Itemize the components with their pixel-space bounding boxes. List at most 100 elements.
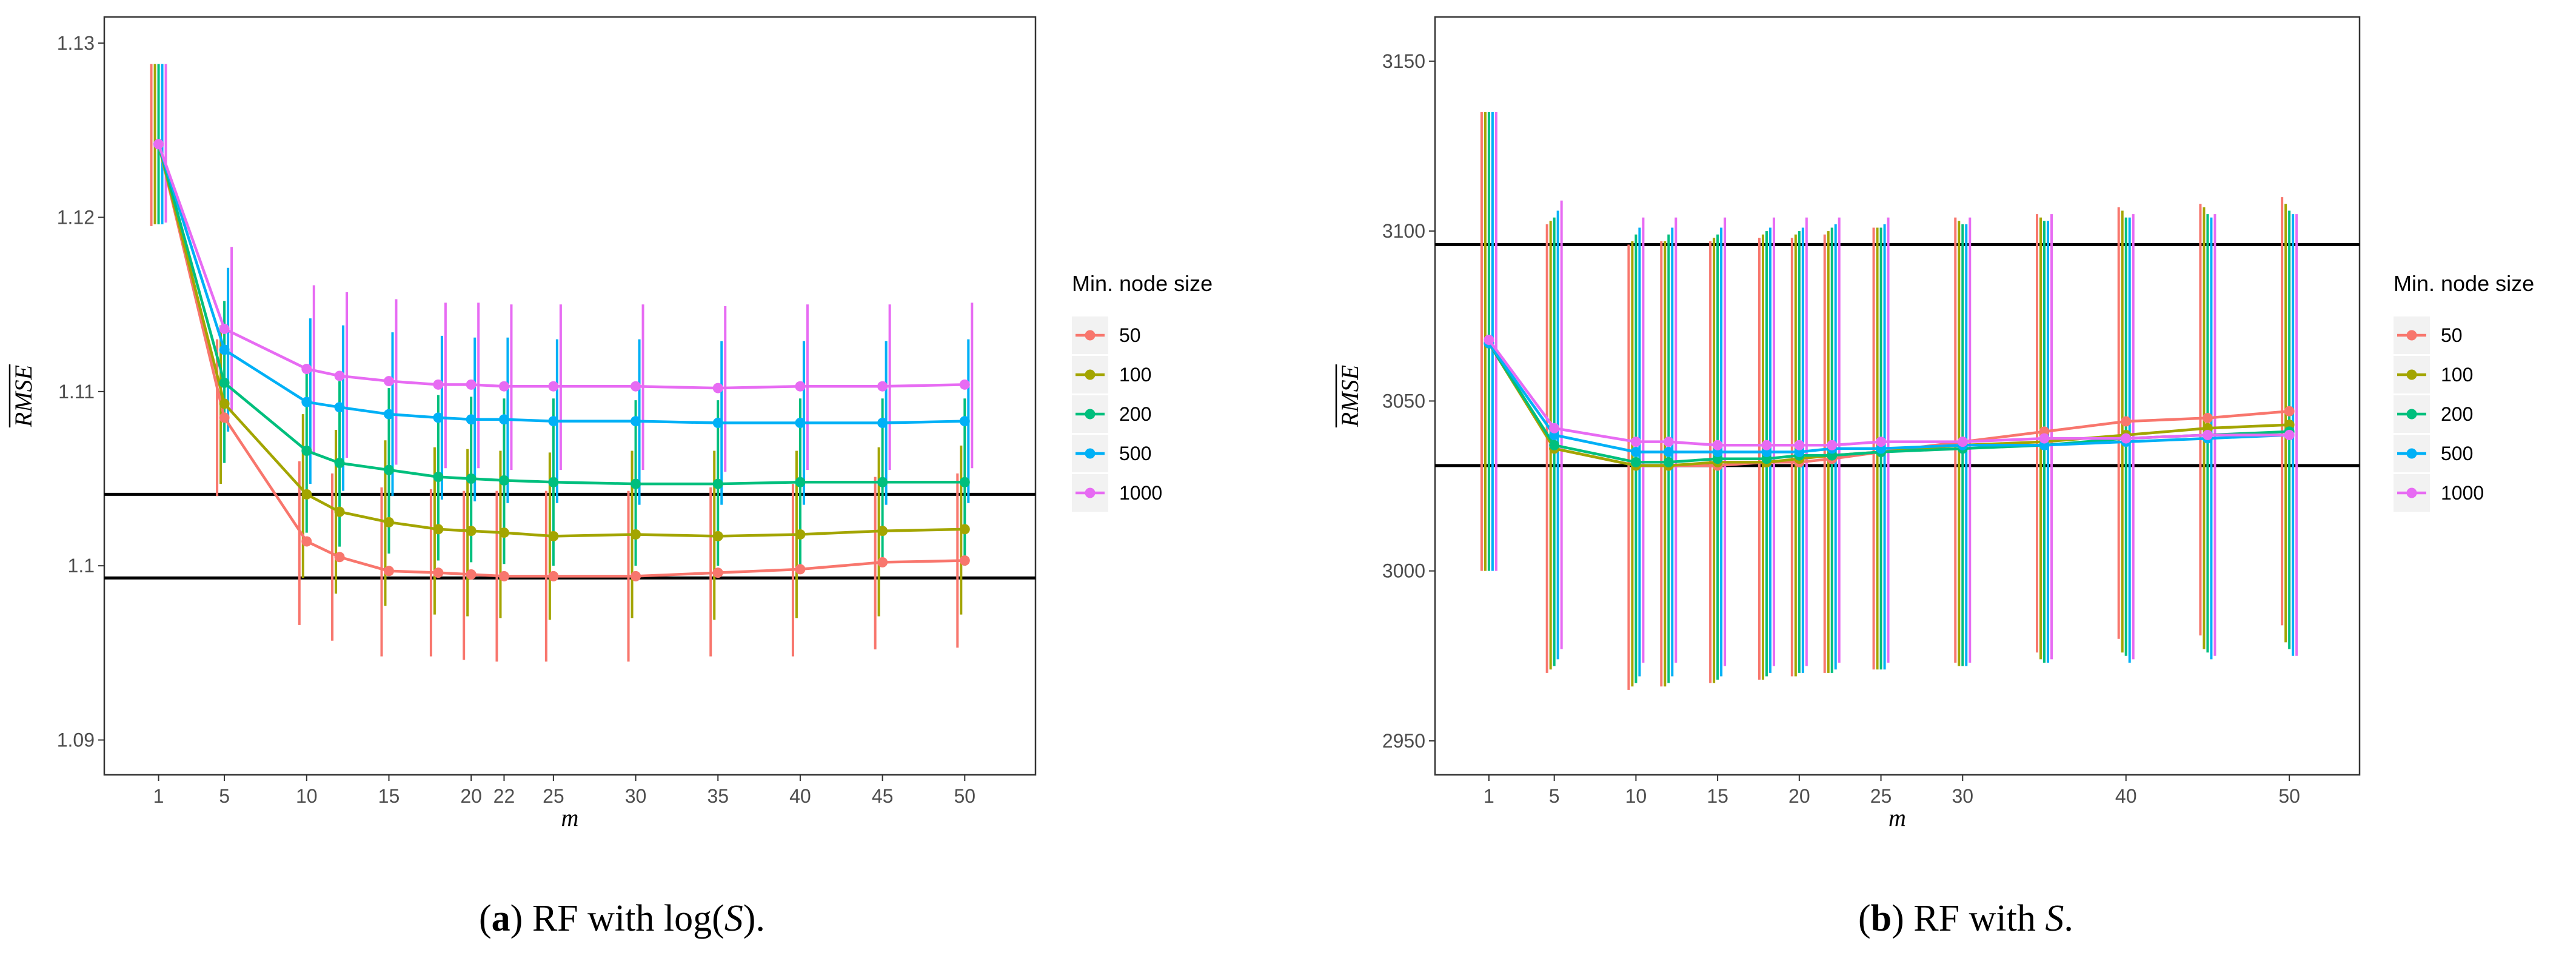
x-tick-label: 40 [2115,785,2137,807]
data-point-50 [548,571,559,581]
x-tick-label: 30 [1952,785,1973,807]
data-point-50 [631,571,641,581]
y-axis-label: RMSE [1336,365,1363,427]
data-point-200 [1549,440,1560,450]
data-point-500 [1663,446,1674,457]
x-tick-label: 25 [543,785,564,807]
y-tick-label: 3100 [1382,220,1425,242]
data-point-50 [877,557,888,567]
y-axis-label-group: RMSE [1335,364,1363,427]
data-point-200 [1663,457,1674,467]
legend-label: 100 [2441,364,2473,386]
data-point-500 [383,409,394,420]
y-tick-label: 1.09 [57,729,95,751]
data-point-1000 [1630,437,1641,447]
x-tick-label: 30 [625,785,647,807]
y-tick-label: 1.13 [57,32,95,54]
data-point-200 [334,458,345,469]
data-point-1000 [301,363,312,374]
data-point-100 [466,526,477,537]
series-line-200 [157,144,965,486]
data-point-1000 [1957,437,1968,447]
legend-key-point [2406,487,2417,498]
series-line-100 [1488,342,2290,467]
data-point-1000 [1761,440,1772,450]
data-point-500 [1630,446,1641,457]
data-point-100 [219,398,230,409]
series-line-1000 [157,144,965,390]
data-point-1000 [712,383,723,393]
x-tick-label: 22 [493,785,515,807]
y-tick-label: 2950 [1382,730,1425,752]
legend-title: Min. node size [2394,271,2534,296]
data-point-100 [433,524,444,535]
x-tick-label: 50 [2278,785,2300,807]
data-point-1000 [1549,423,1560,433]
data-point-1000 [1827,440,1838,450]
legend-label: 200 [2441,403,2473,425]
legend-key-point [1085,448,1096,459]
data-point-50 [2121,416,2132,427]
x-tick-label: 10 [1625,785,1647,807]
legend-label: 50 [2441,324,2463,346]
data-point-500 [219,344,230,355]
data-point-50 [334,552,345,563]
x-axis-label: m [561,804,579,831]
data-point-1000 [959,379,970,390]
data-point-100 [301,489,312,500]
data-point-50 [795,564,806,575]
data-point-1000 [1712,440,1723,450]
y-tick-label: 3000 [1382,560,1425,582]
caption-b: (b) RF with S. [1858,898,2073,939]
data-point-200 [548,477,559,487]
data-point-500 [498,414,509,425]
data-point-100 [383,517,394,527]
data-point-1000 [631,381,641,392]
y-tick-label: 3150 [1382,50,1425,72]
x-tick-label: 1 [153,785,164,807]
data-point-1000 [2202,429,2213,440]
x-tick-label: 25 [1870,785,1892,807]
series-line-500 [157,144,965,424]
y-axis-label-group: RMSE [8,364,37,427]
legend-label: 1000 [2441,482,2484,504]
caption-a: (a) RF with log(S). [479,898,765,939]
data-point-200 [1630,457,1641,467]
data-point-50 [2202,412,2213,423]
legend-key-point [2406,448,2417,459]
data-point-500 [795,418,806,429]
data-point-1000 [1876,437,1887,447]
y-tick-label: 3050 [1382,390,1425,412]
x-tick-label: 15 [1707,785,1728,807]
x-tick-label: 5 [219,785,230,807]
data-point-1000 [334,370,345,381]
data-point-1000 [466,379,477,390]
legend: Min. node size 50 100 200 500 1000 [2394,271,2534,512]
data-point-1000 [219,323,230,334]
data-point-200 [433,472,444,483]
data-point-200 [498,475,509,486]
data-point-50 [301,536,312,547]
data-point-500 [466,414,477,425]
data-point-500 [631,416,641,427]
data-point-200 [219,377,230,388]
x-tick-label: 45 [872,785,894,807]
chart-panel-a: 1.091.11.111.121.131 5 10 15 20 22 25 30 35 40 45 5… [8,16,1213,831]
data-point-100 [712,531,723,541]
data-point-50 [433,567,444,578]
data-point-100 [795,529,806,540]
series-line-50 [157,144,965,578]
x-tick-label: 10 [296,785,318,807]
data-point-50 [383,566,394,577]
data-point-50 [712,567,723,578]
data-point-50 [466,569,477,580]
data-point-1000 [2284,429,2295,440]
data-point-50 [498,571,509,581]
series-line-500 [1488,342,2290,454]
legend-label: 1000 [1119,482,1162,504]
data-point-50 [219,412,230,423]
legend: Min. node size 50 100 200 500 1000 [1072,271,1213,512]
legend-key-point [2406,330,2417,341]
plot-frame [103,16,1037,776]
data-point-1000 [1794,440,1805,450]
